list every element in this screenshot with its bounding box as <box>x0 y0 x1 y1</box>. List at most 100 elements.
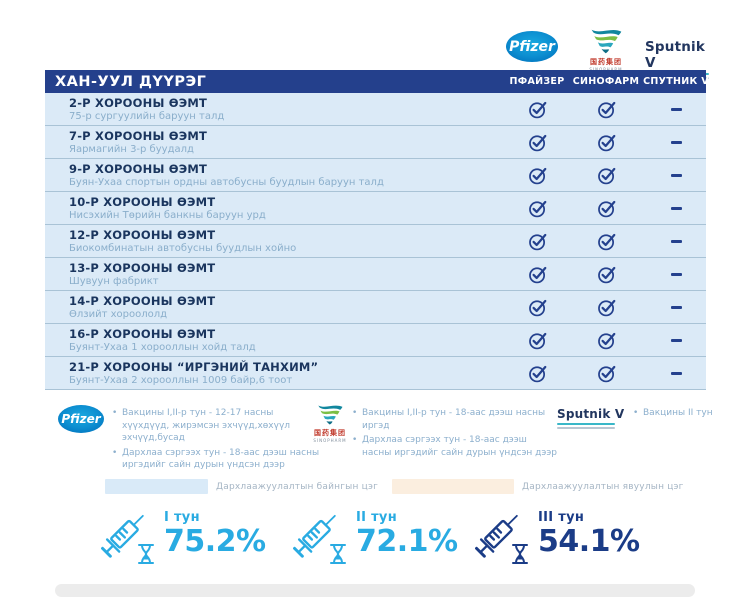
sinopharm-availability-mark <box>574 357 638 389</box>
table-row: 7-Р ХОРООНЫ ӨЭМТ Яармагийн 3-р буудалд <box>45 126 706 159</box>
location-title: 2-Р ХОРООНЫ ӨЭМТ <box>69 96 208 110</box>
sputnik-logo-text: Sputnik V <box>645 39 706 71</box>
sinopharm-logo: 国药集团 SINOPHARM <box>584 28 628 72</box>
location-title: 10-Р ХОРООНЫ ӨЭМТ <box>69 195 216 209</box>
location-subtitle: Буянт-Ухаа 1 хорооллын хойд талд <box>69 342 256 353</box>
check-icon <box>528 167 546 184</box>
check-icon <box>528 233 546 250</box>
footnote-item: Дархлаа сэргээх тун - 18-аас дээш насны … <box>112 447 320 472</box>
dash-icon <box>670 107 682 111</box>
bottom-divider <box>55 584 695 597</box>
hourglass-icon <box>330 544 346 564</box>
pfizer-availability-mark <box>505 324 569 356</box>
legend-swatch-mobile <box>392 479 514 494</box>
dose3-stat: III тун 54.1% <box>470 506 640 566</box>
sputnik-availability-mark <box>644 291 708 323</box>
sputnik-availability-mark <box>644 258 708 290</box>
sinopharm-availability-mark <box>574 159 638 191</box>
table-row: 16-Р ХОРООНЫ ӨЭМТ Буянт-Ухаа 1 хорооллын… <box>45 324 706 357</box>
legend-label-mobile: Дархлаажуулалтын явуулын цэг <box>522 482 684 492</box>
dose3-label: III тун <box>538 510 585 525</box>
dash-icon <box>670 173 682 177</box>
location-title: 14-Р ХОРООНЫ ӨЭМТ <box>69 294 216 308</box>
sputnik-tagline-bar <box>557 427 615 429</box>
sinopharm-cn-text: 国药集团 <box>590 58 622 66</box>
sinopharm-footnotes: Вакцины I,II-р тун - 18-аас дээш насны и… <box>352 407 557 461</box>
location-subtitle: Буянт-Ухаа 2 хорооллын 1009 байр,6 тоот <box>69 375 293 386</box>
dash-icon <box>670 371 682 375</box>
dose2-value: 72.1% <box>356 524 458 559</box>
check-icon <box>597 200 615 217</box>
footnote-item: Дархлаа сэргээх тун - 18-аас дээш насны … <box>352 434 557 459</box>
table-row: 2-Р ХОРООНЫ ӨЭМТ 75-р сургуулийн баруун … <box>45 93 706 126</box>
location-subtitle: Яармагийн 3-р буудалд <box>69 144 194 155</box>
sinopharm-en-text: SINOPHARM <box>313 437 347 443</box>
pfizer-logo-text: Pfizer <box>509 38 555 55</box>
pfizer-logo-small: Pfizer <box>58 405 104 433</box>
column-header-pfizer: ПФАЙЗЕР <box>509 76 565 87</box>
sputnik-availability-mark <box>644 93 708 125</box>
sinopharm-availability-mark <box>574 258 638 290</box>
sputnik-availability-mark <box>644 126 708 158</box>
sinopharm-availability-mark <box>574 126 638 158</box>
check-icon <box>528 101 546 118</box>
check-icon <box>597 299 615 316</box>
check-icon <box>528 365 546 382</box>
check-icon <box>528 266 546 283</box>
sinopharm-availability-mark <box>574 225 638 257</box>
dose1-stat: I тун 75.2% <box>96 506 266 566</box>
location-subtitle: Биокомбинатын автобусны буудлын хойно <box>69 243 297 254</box>
sputnik-availability-mark <box>644 357 708 389</box>
dash-icon <box>670 206 682 210</box>
sputnik-availability-mark <box>644 225 708 257</box>
dose1-value: 75.2% <box>164 524 266 559</box>
legend-swatch-permanent <box>105 479 208 494</box>
dose2-label: II тун <box>356 510 397 525</box>
dash-icon <box>670 305 682 309</box>
pfizer-availability-mark <box>505 291 569 323</box>
check-icon <box>597 167 615 184</box>
pfizer-availability-mark <box>505 225 569 257</box>
column-header-sputnik: СПУТНИК V <box>643 76 709 87</box>
location-title: 21-Р ХОРООНЫ “ИРГЭНИЙ ТАНХИМ” <box>69 360 319 374</box>
check-icon <box>528 332 546 349</box>
pfizer-footnotes: Вакцины I,II-р тун - 12-17 насны хүүхдүү… <box>112 407 320 474</box>
footnote-item: Вакцины I,II-р тун - 12-17 насны хүүхдүү… <box>112 407 320 445</box>
location-subtitle: 75-р сургуулийн баруун талд <box>69 111 225 122</box>
hourglass-icon <box>512 544 528 564</box>
check-icon <box>597 233 615 250</box>
location-subtitle: Шувуун фабрикт <box>69 276 159 287</box>
column-header-sinopharm: СИНОФАРМ <box>572 76 640 87</box>
check-icon <box>528 134 546 151</box>
sinopharm-availability-mark <box>574 192 638 224</box>
check-icon <box>597 365 615 382</box>
table-row: 21-Р ХОРООНЫ “ИРГЭНИЙ ТАНХИМ” Буянт-Ухаа… <box>45 357 706 390</box>
table-row: 12-Р ХОРООНЫ ӨЭМТ Биокомбинатын автобусн… <box>45 225 706 258</box>
location-title: 7-Р ХОРООНЫ ӨЭМТ <box>69 129 208 143</box>
sinopharm-availability-mark <box>574 324 638 356</box>
sputnik-logo-small: Sputnik V <box>557 407 624 429</box>
pfizer-availability-mark <box>505 258 569 290</box>
sinopharm-cn-text: 国药集团 <box>314 429 346 437</box>
sputnik-availability-mark <box>644 192 708 224</box>
sputnik-availability-mark <box>644 159 708 191</box>
table-row: 14-Р ХОРООНЫ ӨЭМТ Өлзийт хороололд <box>45 291 706 324</box>
location-title: 9-Р ХОРООНЫ ӨЭМТ <box>69 162 208 176</box>
syringe-icon <box>101 514 154 564</box>
table-row: 13-Р ХОРООНЫ ӨЭМТ Шувуун фабрикт <box>45 258 706 291</box>
location-subtitle: Буян-Ухаа спортын ордны автобусны буудлы… <box>69 177 384 188</box>
location-subtitle: Нисэхийн Төрийн банкны баруун урд <box>69 210 266 221</box>
hourglass-icon <box>138 544 154 564</box>
check-icon <box>597 101 615 118</box>
footnote-item: Вакцины I,II-р тун - 18-аас дээш насны и… <box>352 407 557 432</box>
sinopharm-logo-small: 国药集团 SINOPHARM <box>310 404 350 443</box>
clinic-table: 2-Р ХОРООНЫ ӨЭМТ 75-р сургуулийн баруун … <box>45 93 706 390</box>
check-icon <box>528 200 546 217</box>
location-title: 16-Р ХОРООНЫ ӨЭМТ <box>69 327 216 341</box>
dose1-label: I тун <box>164 510 200 525</box>
sinopharm-en-text: SINOPHARM <box>584 67 628 72</box>
check-icon <box>528 299 546 316</box>
pfizer-availability-mark <box>505 357 569 389</box>
check-icon <box>597 266 615 283</box>
table-row: 10-Р ХОРООНЫ ӨЭМТ Нисэхийн Төрийн банкны… <box>45 192 706 225</box>
